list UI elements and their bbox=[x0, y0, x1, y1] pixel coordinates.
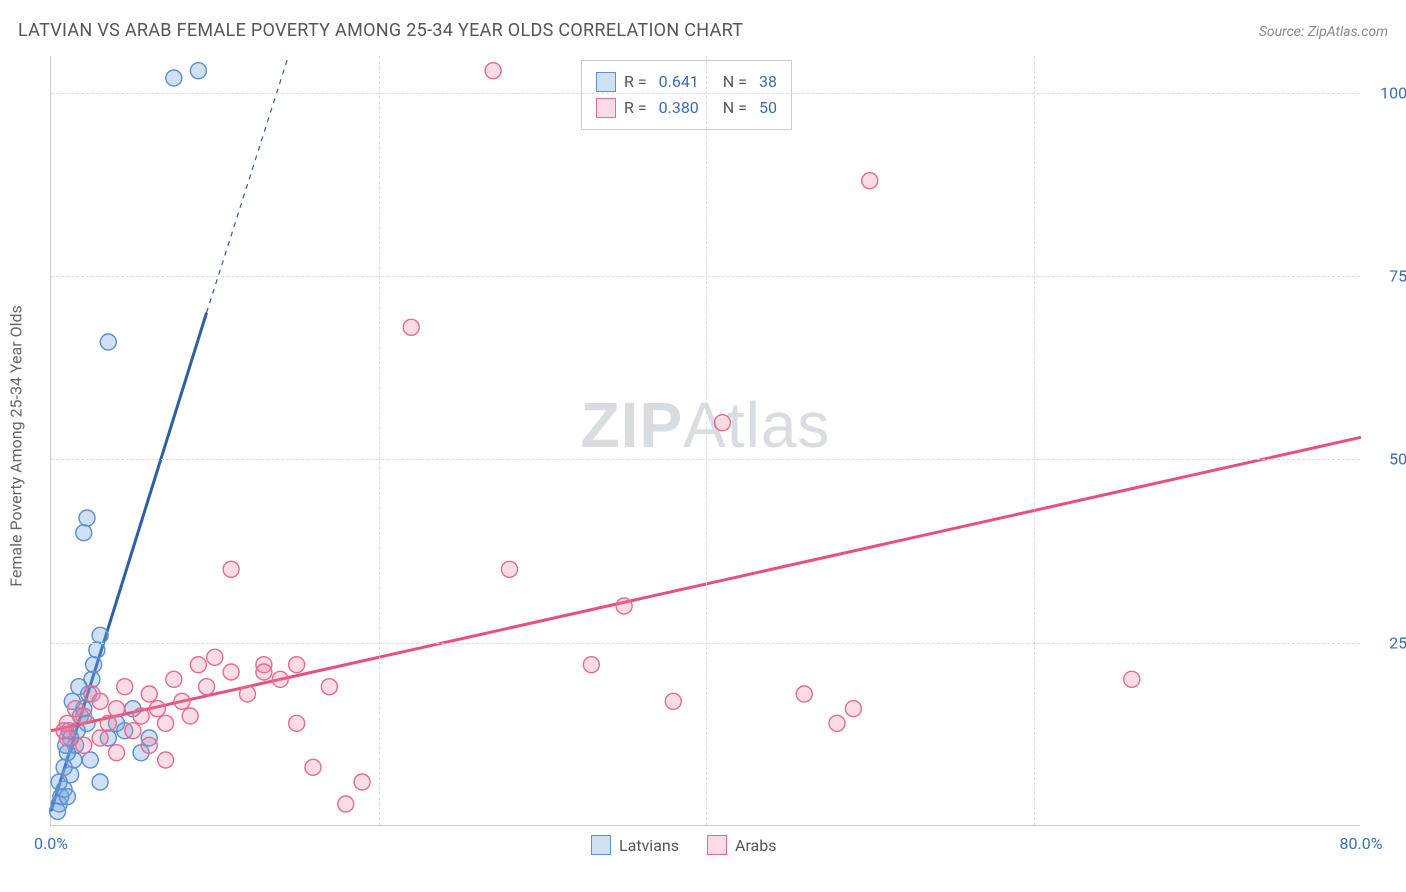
point-arabs bbox=[141, 686, 157, 702]
n-value: 38 bbox=[759, 69, 777, 95]
point-arabs bbox=[199, 679, 215, 695]
point-arabs bbox=[100, 715, 116, 731]
legend-label: Latvians bbox=[619, 836, 679, 855]
point-arabs bbox=[158, 752, 174, 768]
point-arabs bbox=[485, 63, 501, 79]
point-latvians bbox=[82, 752, 98, 768]
point-arabs bbox=[403, 319, 419, 335]
y-tick-label: 75.0% bbox=[1368, 267, 1406, 286]
series-legend: Latvians Arabs bbox=[591, 835, 777, 855]
point-arabs bbox=[256, 664, 272, 680]
r-label: R = bbox=[624, 69, 647, 95]
point-arabs bbox=[845, 701, 861, 717]
point-arabs bbox=[158, 715, 174, 731]
legend-item: Latvians bbox=[591, 835, 679, 855]
point-arabs bbox=[272, 671, 288, 687]
swatch-icon bbox=[591, 835, 611, 855]
gridline-vertical bbox=[706, 56, 707, 825]
point-latvians bbox=[190, 63, 206, 79]
point-arabs bbox=[125, 723, 141, 739]
stats-legend: R = 0.641 N = 38 R = 0.380 N = 50 bbox=[581, 60, 792, 130]
point-arabs bbox=[109, 701, 125, 717]
point-arabs bbox=[190, 657, 206, 673]
point-arabs bbox=[76, 708, 92, 724]
source-label: Source: ZipAtlas.com bbox=[1259, 24, 1388, 40]
point-latvians bbox=[79, 510, 95, 526]
point-arabs bbox=[223, 664, 239, 680]
point-latvians bbox=[89, 642, 105, 658]
legend-item: Arabs bbox=[707, 835, 777, 855]
legend-label: Arabs bbox=[735, 836, 777, 855]
r-label: R = bbox=[624, 95, 647, 121]
plot-area: ZIPAtlas R =0.641N =38R =0.380N =50 Latv… bbox=[50, 56, 1360, 826]
chart-title: LATVIAN VS ARAB FEMALE POVERTY AMONG 25-… bbox=[18, 20, 743, 41]
point-arabs bbox=[92, 693, 108, 709]
point-arabs bbox=[616, 598, 632, 614]
point-latvians bbox=[86, 657, 102, 673]
point-latvians bbox=[50, 803, 66, 819]
point-arabs bbox=[133, 708, 149, 724]
x-tick-label: 80.0% bbox=[1340, 834, 1383, 853]
point-arabs bbox=[305, 759, 321, 775]
gridline-vertical bbox=[379, 56, 380, 825]
point-arabs bbox=[714, 415, 730, 431]
point-latvians bbox=[92, 627, 108, 643]
swatch-icon bbox=[596, 72, 616, 92]
point-latvians bbox=[166, 70, 182, 86]
point-arabs bbox=[289, 715, 305, 731]
point-latvians bbox=[51, 774, 67, 790]
point-arabs bbox=[354, 774, 370, 790]
point-arabs bbox=[829, 715, 845, 731]
swatch-icon bbox=[707, 835, 727, 855]
point-arabs bbox=[174, 693, 190, 709]
stats-legend-row: R = 0.380 N = 50 bbox=[596, 95, 777, 121]
point-arabs bbox=[166, 671, 182, 687]
gridline-vertical bbox=[1034, 56, 1035, 825]
point-arabs bbox=[56, 723, 72, 739]
point-latvians bbox=[76, 525, 92, 541]
y-tick-label: 25.0% bbox=[1368, 633, 1406, 652]
point-arabs bbox=[796, 686, 812, 702]
point-arabs bbox=[117, 679, 133, 695]
swatch-icon bbox=[596, 98, 616, 118]
point-arabs bbox=[109, 745, 125, 761]
y-tick-label: 50.0% bbox=[1368, 450, 1406, 469]
point-latvians bbox=[59, 789, 75, 805]
y-tick-label: 100.0% bbox=[1368, 83, 1406, 102]
r-value: 0.641 bbox=[659, 69, 699, 95]
point-arabs bbox=[583, 657, 599, 673]
point-arabs bbox=[141, 737, 157, 753]
n-value: 50 bbox=[759, 95, 777, 121]
r-value: 0.380 bbox=[659, 95, 699, 121]
point-latvians bbox=[100, 334, 116, 350]
point-latvians bbox=[56, 759, 72, 775]
y-axis-label: Female Poverty Among 25-34 Year Olds bbox=[7, 305, 26, 587]
point-arabs bbox=[1124, 671, 1140, 687]
point-arabs bbox=[182, 708, 198, 724]
point-arabs bbox=[149, 701, 165, 717]
x-tick-label: 0.0% bbox=[34, 834, 68, 853]
stats-legend-row: R = 0.641 N = 38 bbox=[596, 69, 777, 95]
point-arabs bbox=[223, 561, 239, 577]
n-label: N = bbox=[723, 95, 747, 121]
point-arabs bbox=[92, 730, 108, 746]
point-arabs bbox=[207, 649, 223, 665]
point-arabs bbox=[665, 693, 681, 709]
point-latvians bbox=[92, 774, 108, 790]
point-arabs bbox=[321, 679, 337, 695]
point-arabs bbox=[289, 657, 305, 673]
point-arabs bbox=[338, 796, 354, 812]
point-arabs bbox=[502, 561, 518, 577]
point-arabs bbox=[76, 737, 92, 753]
point-arabs bbox=[240, 686, 256, 702]
n-label: N = bbox=[723, 69, 747, 95]
trend-line-dashed-latvians bbox=[207, 56, 289, 313]
point-arabs bbox=[862, 173, 878, 189]
